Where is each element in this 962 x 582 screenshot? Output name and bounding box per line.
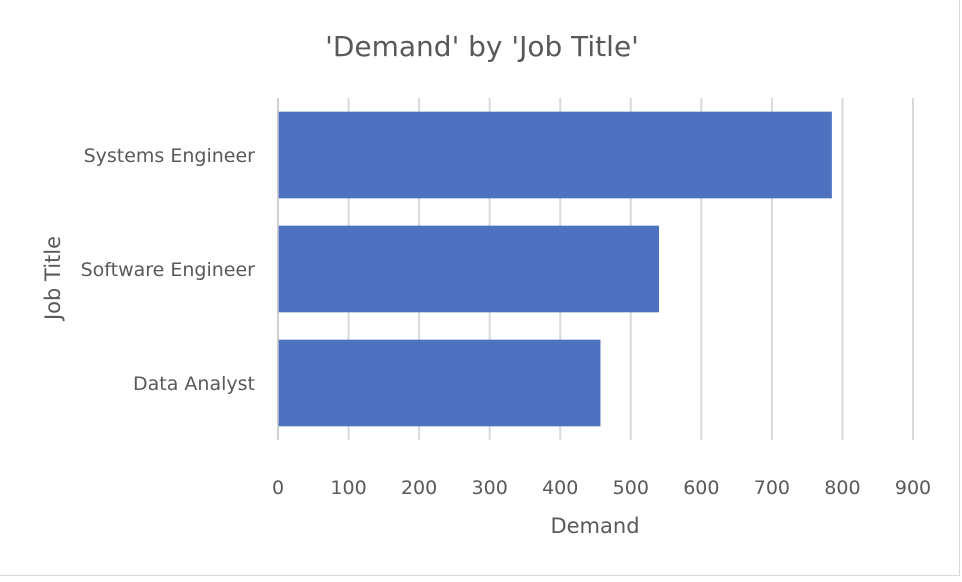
x-tick-label: 900 (895, 477, 931, 499)
x-tick-label: 0 (272, 477, 284, 499)
x-tick-label: 300 (472, 477, 508, 499)
x-tick-label: 100 (330, 477, 366, 499)
bars (278, 111, 832, 427)
x-tick-label: 800 (824, 477, 860, 499)
chart-title: 'Demand' by 'Job Title' (325, 30, 639, 63)
x-tick-label: 600 (683, 477, 719, 499)
x-tick-labels: 0 100 200 300 400 500 600 700 800 900 (272, 477, 931, 499)
x-tick-label: 400 (542, 477, 578, 499)
bar-software-engineer (278, 225, 659, 313)
x-tick-label: 700 (754, 477, 790, 499)
bar-systems-engineer (278, 111, 832, 199)
category-label: Systems Engineer (84, 145, 256, 167)
category-label: Data Analyst (133, 373, 255, 395)
category-labels: Systems Engineer Software Engineer Data An… (81, 145, 256, 395)
x-tick-label: 500 (613, 477, 649, 499)
y-axis-title: Job Title (41, 236, 65, 322)
category-label: Software Engineer (81, 259, 256, 281)
x-tick-label: 200 (401, 477, 437, 499)
x-axis-title: Demand (550, 514, 639, 538)
bar-data-analyst (278, 339, 601, 427)
